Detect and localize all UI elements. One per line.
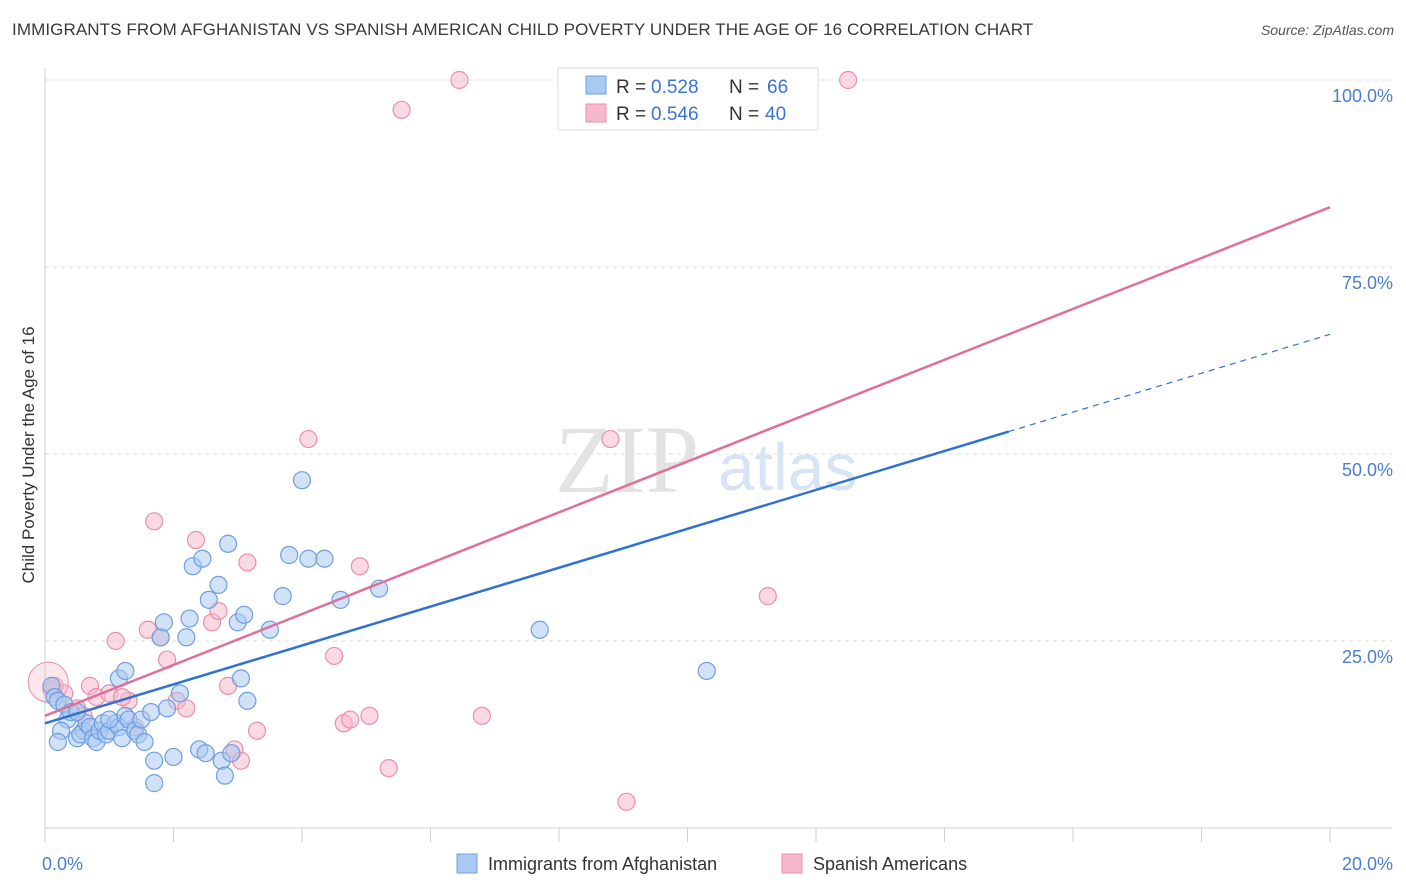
afghanistan-point-53 [299,549,318,568]
legend-r-value-2: 0.546 [651,104,699,125]
afghanistan-point-40 [196,744,215,763]
afghanistan-point-29 [145,751,164,770]
y-axis-label: Child Poverty Under the Age of 16 [19,326,38,583]
afghanistan-point-32 [157,699,177,718]
spanish-point-10 [145,512,164,531]
watermark-zip: ZIP [555,406,699,513]
afghanistan-point-41 [199,590,218,609]
spanish-point-14 [177,699,196,718]
source-label: Source: ZipAtlas.com [1260,22,1394,38]
afghanistan-point-52 [292,471,312,490]
legend-r-value-1: 0.528 [651,77,699,98]
afghanistan-point-33 [164,747,183,767]
afghanistan-point-44 [215,766,234,785]
afghanistan-point-35 [177,628,196,647]
x-tick-label-1: 20.0% [1342,854,1393,874]
spanish-point-33 [601,429,620,449]
legend-swatch-pink [585,103,607,123]
afghanistan-point-30 [151,628,170,647]
spanish-point-28 [360,706,379,725]
chart-title: IMMIGRANTS FROM AFGHANISTAN VS SPANISH A… [12,20,1034,39]
trend-line-afghanistan-extension [1008,333,1331,433]
afghanistan-point-48 [238,691,257,710]
y-tick-label-3: 100.0% [1332,86,1393,106]
afghanistan-point-27 [135,732,154,752]
x-tick-labels: 0.0% 20.0% [42,854,1393,874]
bottom-legend-swatch-pink [781,853,803,874]
spanish-point-35 [758,587,777,606]
legend-n-label-1: N = [729,77,759,98]
spanish-point-15 [186,530,206,550]
spanish-point-36 [839,70,858,90]
afghanistan-point-36 [180,609,199,628]
y-tick-label-0: 25.0% [1342,647,1393,667]
afghanistan-point-64 [219,534,238,553]
afghanistan-point-63 [145,774,164,793]
afghanistan-point-54 [315,549,334,568]
afghanistan-point-58 [697,661,716,681]
spanish-point-27 [350,557,369,576]
afghanistan-point-60 [116,661,135,681]
afghanistan-point-51 [280,545,299,565]
trend-line-afghanistan [44,430,1010,725]
series-afghanistan [42,471,716,793]
bottom-legend: Immigrants from Afghanistan Spanish Amer… [456,853,967,874]
spanish-point-30 [392,100,411,120]
spanish-point-34 [617,792,636,811]
afghanistan-point-39 [193,549,212,568]
legend-r-label-2: R = [616,104,646,125]
bottom-legend-item-spanish: Spanish Americans [813,854,967,874]
axes [44,68,1392,842]
watermark: ZIP atlas [555,406,857,513]
afghanistan-point-57 [530,620,549,639]
afghanistan-point-50 [273,587,292,606]
spanish-point-26 [341,710,360,729]
spanish-point-23 [299,429,318,449]
afghanistan-point-31 [154,613,173,632]
spanish-point-21 [238,553,257,572]
y-tick-label-1: 50.0% [1342,460,1393,480]
spanish-point-29 [379,759,398,778]
spanish-point-31 [450,70,469,90]
bottom-legend-item-afghanistan: Immigrants from Afghanistan [488,854,717,874]
legend-n-label-2: N = [729,104,759,125]
y-tick-label-2: 75.0% [1342,273,1393,293]
x-tick-label-0: 0.0% [42,854,83,874]
afghanistan-point-47 [235,605,254,624]
trend-line-spanish [44,205,1331,717]
spanish-point-6 [106,631,125,651]
spanish-point-32 [472,706,491,725]
afghanistan-point-28 [141,702,161,722]
legend-n-value-2: 40 [765,104,786,125]
legend-swatch-blue [585,75,607,95]
afghanistan-point-45 [222,744,241,763]
afghanistan-point-65 [231,669,251,688]
afghanistan-point-62 [100,710,119,729]
afghanistan-point-34 [170,684,190,703]
legend-r-label-1: R = [616,77,646,98]
watermark-atlas: atlas [718,430,857,504]
grid-lines [45,79,1392,642]
afghanistan-point-42 [209,575,228,595]
spanish-point-22 [247,721,267,740]
legend-n-value-1: 66 [767,77,788,98]
spanish-point-24 [325,646,344,666]
trend-lines [44,205,1331,725]
bottom-legend-swatch-blue [456,853,478,874]
afghanistan-point-7 [48,732,67,752]
y-tick-labels: 25.0% 50.0% 75.0% 100.0% [1332,86,1393,667]
correlation-legend: R = 0.528 N = 66 R = 0.546 N = 40 [557,67,819,131]
